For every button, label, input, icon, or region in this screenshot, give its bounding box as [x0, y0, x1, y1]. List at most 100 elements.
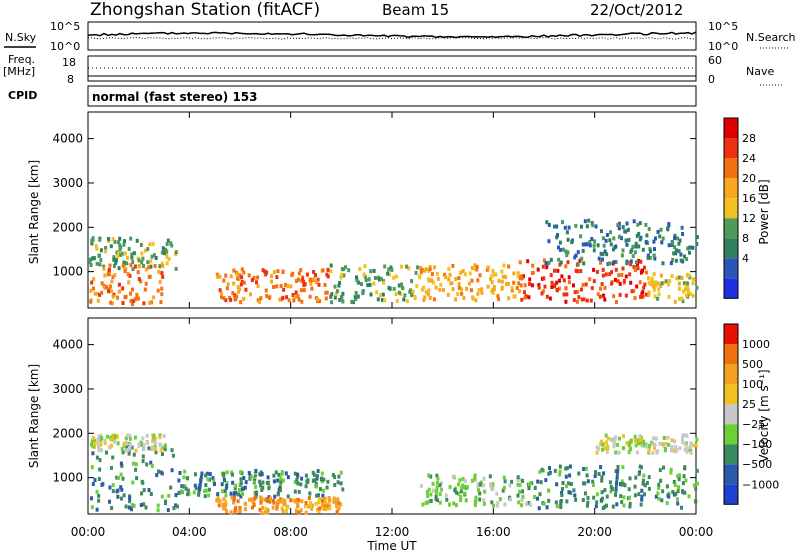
power-cell: [294, 290, 298, 295]
velocity-cell: [156, 503, 160, 508]
velocity-cell: [684, 433, 688, 438]
power-cell: [369, 269, 373, 274]
velocity-cell: [614, 450, 618, 455]
power-cell: [588, 243, 592, 248]
power-cell: [297, 271, 301, 276]
power-cell: [507, 264, 511, 269]
power-cell: [652, 287, 656, 292]
power-cell: [638, 237, 642, 242]
power-cell: [619, 236, 623, 241]
power-cell: [369, 292, 373, 297]
power-cell: [98, 237, 102, 242]
velocity-cell: [163, 447, 167, 452]
velocity-cell: [601, 496, 604, 501]
velocity-cell: [110, 506, 114, 511]
velocity-cell: [163, 443, 167, 448]
velocity-cell: [125, 445, 129, 450]
velocity-cell: [317, 509, 321, 514]
velocity-cell: [223, 499, 227, 504]
velocity-cell: [153, 441, 157, 446]
velocity-cell: [463, 484, 467, 489]
power-cell: [653, 247, 656, 252]
power-cell: [90, 238, 94, 243]
power-cell: [476, 278, 480, 283]
velocity-cell: [100, 482, 104, 487]
power-cell: [240, 280, 244, 284]
power-cell: [117, 289, 121, 294]
power-colorbar-tick: 20: [742, 172, 756, 185]
power-cell: [152, 253, 156, 258]
power-cell: [615, 300, 618, 305]
velocity-cell: [661, 442, 665, 447]
power-cell: [330, 292, 334, 297]
velocity-cell: [93, 438, 97, 443]
power-cell: [531, 263, 535, 268]
velocity-cell: [286, 475, 290, 480]
power-cell: [457, 276, 461, 280]
power-cell: [169, 241, 173, 246]
power-cell: [563, 225, 567, 230]
velocity-cell: [553, 468, 557, 473]
velocity-cell: [608, 480, 612, 485]
power-cell: [601, 267, 605, 272]
velocity-cell: [124, 448, 128, 453]
power-cell: [383, 264, 387, 269]
power-cell: [614, 260, 618, 264]
power-cell: [252, 276, 256, 280]
velocity-cell: [283, 502, 287, 507]
power-cell: [652, 272, 656, 277]
velocity-cell: [460, 486, 463, 491]
velocity-cell: [670, 438, 674, 443]
power-cell: [272, 270, 276, 275]
power-cell: [629, 259, 633, 264]
velocity-cell: [170, 448, 174, 453]
power-cell: [259, 296, 263, 301]
power-cell: [564, 286, 568, 291]
velocity-cell: [321, 498, 324, 503]
power-cell: [403, 293, 407, 298]
velocity-cell: [186, 488, 190, 493]
velocity-cell: [483, 489, 487, 494]
power-cell: [576, 269, 580, 274]
power-cell: [505, 282, 509, 287]
velocity-cell: [464, 498, 468, 503]
power-cell: [387, 272, 391, 277]
power-cell: [111, 237, 115, 241]
power-cell: [317, 282, 321, 287]
power-cell: [89, 288, 93, 293]
velocity-cell: [131, 480, 135, 485]
power-cell: [674, 258, 678, 263]
velocity-cell: [669, 448, 673, 453]
power-cell: [108, 284, 112, 289]
velocity-cell: [147, 446, 151, 451]
power-cell: [305, 272, 309, 277]
velocity-cell: [97, 441, 101, 446]
velocity-cell: [622, 434, 625, 439]
velocity-cell: [503, 502, 507, 507]
power-cell: [530, 271, 534, 275]
power-cell: [620, 273, 624, 277]
velocity-cell: [459, 489, 463, 494]
velocity-cell: [548, 466, 551, 470]
power-cell: [162, 251, 166, 256]
power-cell: [617, 221, 621, 226]
power-cell: [641, 268, 645, 273]
power-cell: [585, 224, 589, 229]
power-cell: [401, 286, 404, 290]
power-cell: [557, 257, 561, 262]
velocity-cell: [686, 446, 689, 451]
frequency-panel: Freq. [MHz] 18 8 60 0 Nave: [3, 53, 782, 86]
power-cell: [443, 272, 447, 277]
velocity-cell: [221, 489, 225, 494]
velocity-cell: [671, 490, 675, 494]
velocity-cell: [277, 472, 281, 477]
power-cell: [165, 249, 169, 254]
power-cell: [341, 299, 345, 304]
power-cell: [678, 238, 682, 243]
velocity-cell: [339, 481, 343, 486]
power-cell: [553, 224, 556, 229]
power-cell: [629, 280, 633, 285]
velocity-cell: [683, 442, 687, 447]
power-cell: [558, 247, 562, 252]
